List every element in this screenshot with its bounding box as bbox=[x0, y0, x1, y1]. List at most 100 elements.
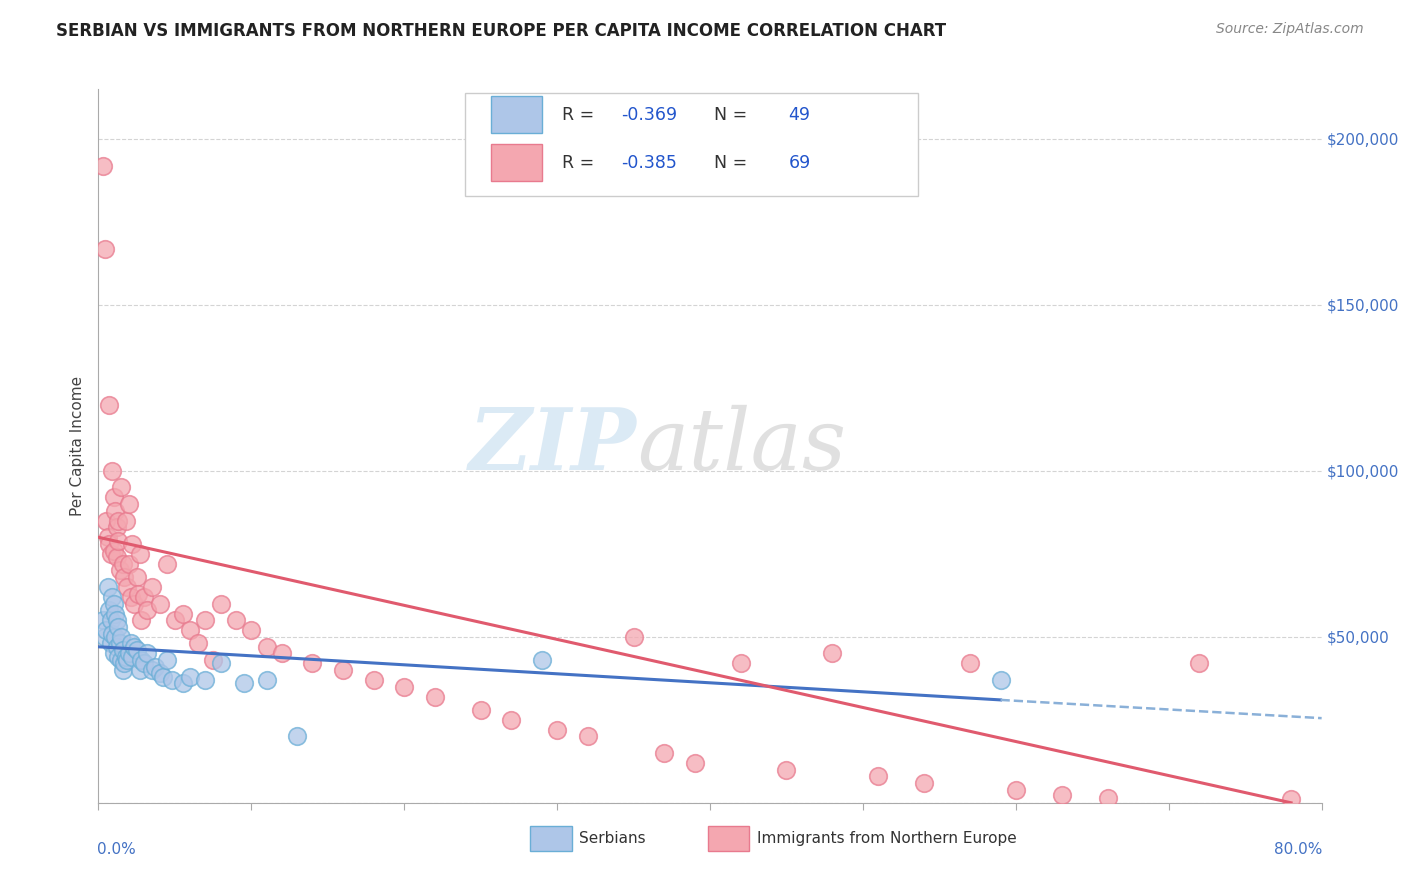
Text: -0.385: -0.385 bbox=[620, 154, 676, 172]
Point bbox=[118, 647, 141, 661]
Text: Serbians: Serbians bbox=[579, 831, 645, 846]
Point bbox=[120, 590, 142, 604]
Point bbox=[94, 514, 117, 528]
Text: R =: R = bbox=[562, 106, 600, 124]
Point bbox=[1097, 790, 1119, 805]
Point bbox=[101, 590, 124, 604]
Point bbox=[120, 636, 142, 650]
Point bbox=[91, 159, 114, 173]
Point bbox=[623, 630, 645, 644]
Point bbox=[107, 620, 129, 634]
Point bbox=[94, 624, 117, 638]
FancyBboxPatch shape bbox=[707, 826, 749, 851]
Point bbox=[546, 723, 568, 737]
Point bbox=[285, 730, 308, 744]
Point bbox=[270, 647, 292, 661]
Point bbox=[93, 630, 115, 644]
Point bbox=[103, 543, 125, 558]
Point bbox=[105, 550, 128, 565]
Point bbox=[152, 670, 174, 684]
Point bbox=[172, 607, 194, 621]
Point bbox=[576, 730, 599, 744]
Point bbox=[652, 746, 675, 760]
Point bbox=[121, 649, 143, 664]
Point bbox=[110, 630, 132, 644]
Point bbox=[392, 680, 416, 694]
Point bbox=[1188, 657, 1211, 671]
Text: Source: ZipAtlas.com: Source: ZipAtlas.com bbox=[1216, 22, 1364, 37]
Point bbox=[990, 673, 1012, 687]
Point bbox=[121, 537, 143, 551]
Point bbox=[97, 580, 120, 594]
Point bbox=[1050, 788, 1073, 802]
Point bbox=[125, 643, 148, 657]
Point bbox=[115, 514, 138, 528]
Point bbox=[141, 663, 163, 677]
Point bbox=[125, 570, 148, 584]
Point bbox=[775, 763, 797, 777]
Point bbox=[821, 647, 844, 661]
Point bbox=[110, 481, 132, 495]
Point bbox=[107, 649, 129, 664]
Point bbox=[98, 603, 121, 617]
Point bbox=[118, 497, 141, 511]
Point bbox=[104, 504, 127, 518]
Point bbox=[111, 643, 134, 657]
Point bbox=[112, 570, 135, 584]
Point bbox=[103, 647, 125, 661]
Text: -0.369: -0.369 bbox=[620, 106, 676, 124]
Point bbox=[111, 557, 134, 571]
Point bbox=[122, 640, 145, 654]
Point bbox=[103, 597, 125, 611]
Point bbox=[141, 580, 163, 594]
Point bbox=[129, 653, 152, 667]
Text: 69: 69 bbox=[789, 154, 811, 172]
Point bbox=[136, 647, 159, 661]
Point bbox=[1279, 792, 1302, 806]
Point bbox=[93, 242, 115, 256]
Y-axis label: Per Capita Income: Per Capita Income bbox=[69, 376, 84, 516]
Point bbox=[112, 657, 135, 671]
Text: ZIP: ZIP bbox=[468, 404, 637, 488]
Point bbox=[912, 776, 935, 790]
Text: atlas: atlas bbox=[637, 405, 846, 487]
Point bbox=[91, 613, 114, 627]
Point bbox=[134, 590, 156, 604]
Point bbox=[1004, 782, 1026, 797]
Point bbox=[209, 597, 232, 611]
Point bbox=[156, 653, 179, 667]
Point bbox=[470, 703, 492, 717]
Point bbox=[160, 673, 183, 687]
FancyBboxPatch shape bbox=[530, 826, 572, 851]
Point bbox=[98, 537, 121, 551]
Point bbox=[156, 557, 179, 571]
Point bbox=[117, 580, 139, 594]
Point bbox=[105, 640, 128, 654]
Point bbox=[187, 636, 209, 650]
Point bbox=[127, 587, 149, 601]
Point bbox=[104, 630, 127, 644]
Point bbox=[129, 613, 152, 627]
Point bbox=[101, 626, 124, 640]
Point bbox=[108, 636, 131, 650]
Point bbox=[256, 640, 278, 654]
Point bbox=[179, 670, 201, 684]
Point bbox=[683, 756, 706, 770]
Point bbox=[194, 673, 217, 687]
Point bbox=[149, 597, 172, 611]
Point bbox=[103, 491, 125, 505]
Point bbox=[730, 657, 752, 671]
Point bbox=[179, 624, 201, 638]
Point bbox=[240, 624, 263, 638]
FancyBboxPatch shape bbox=[465, 93, 918, 196]
Point bbox=[100, 547, 122, 561]
Point bbox=[232, 676, 254, 690]
Text: Immigrants from Northern Europe: Immigrants from Northern Europe bbox=[756, 831, 1017, 846]
Point bbox=[110, 653, 132, 667]
Point bbox=[100, 636, 122, 650]
Point bbox=[332, 663, 354, 677]
Point bbox=[104, 607, 127, 621]
Point bbox=[115, 649, 138, 664]
Point bbox=[363, 673, 385, 687]
Point bbox=[105, 613, 128, 627]
